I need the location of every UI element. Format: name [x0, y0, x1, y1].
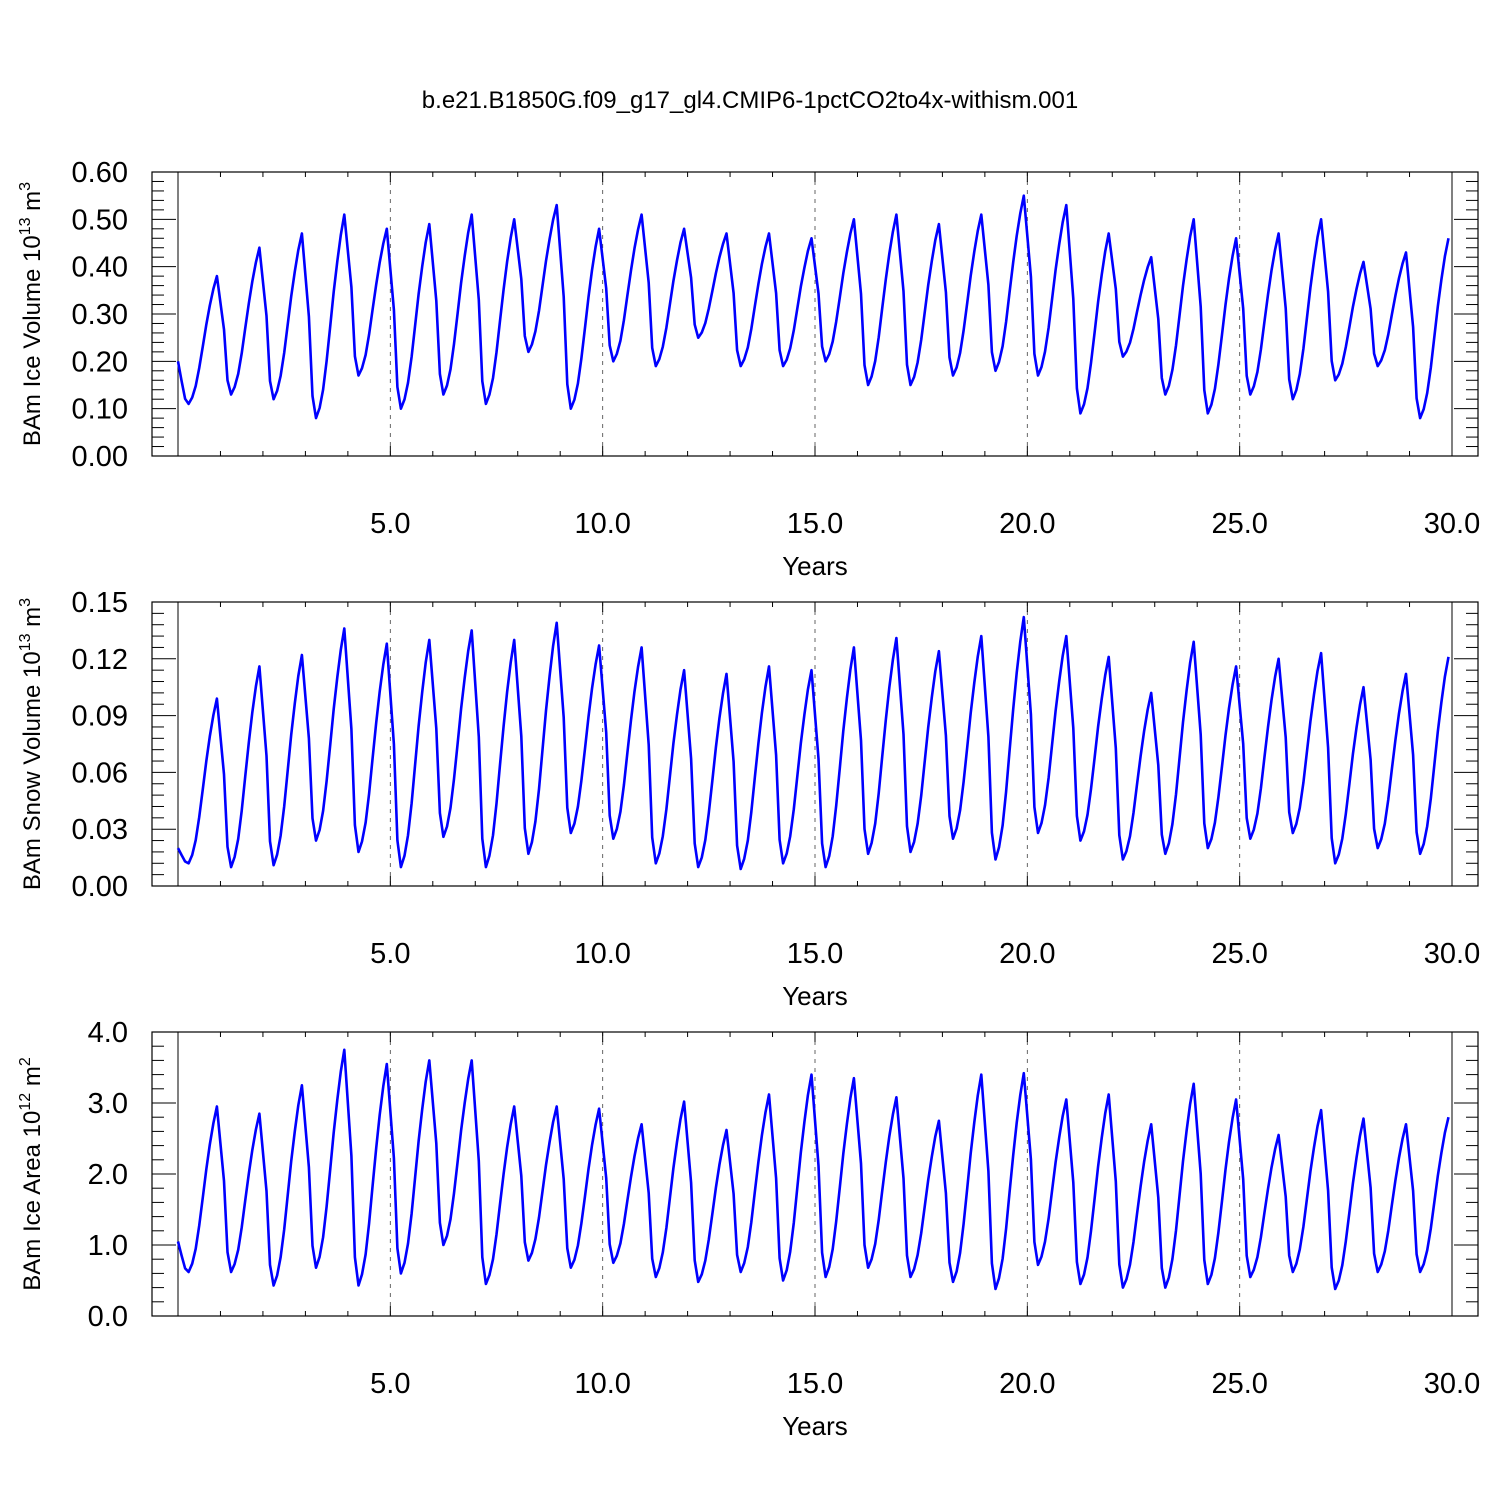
x-tick-label: 5.0 — [370, 938, 410, 970]
y-tick-label: 2.0 — [88, 1159, 128, 1191]
x-tick-label: 5.0 — [370, 508, 410, 540]
x-tick-label: 30.0 — [1424, 1368, 1480, 1400]
y-axis-label: BAm Ice Area 1012 m2 — [17, 1057, 46, 1291]
chart-panel-2: 0.00 0.03 0.06 0.09 0.12 0.15 5.0 10.0 15.0 20.0 2… — [17, 587, 1480, 1011]
y-tick-label: 0.30 — [72, 299, 128, 331]
y-axis-label: BAm Ice Volume 1013 m3 — [17, 182, 46, 446]
y-tick-label: 0.00 — [72, 441, 128, 473]
x-tick-label: 5.0 — [370, 1368, 410, 1400]
x-tick-label: 25.0 — [1211, 508, 1267, 540]
x-tick-label: 30.0 — [1424, 508, 1480, 540]
y-tick-label: 0.03 — [72, 814, 128, 846]
figure-title: b.e21.B1850G.f09_g17_gl4.CMIP6-1pctCO2to… — [422, 87, 1078, 114]
y-tick-label: 0.06 — [72, 757, 128, 789]
x-tick-label: 10.0 — [574, 938, 630, 970]
y-tick-label: 0.40 — [72, 252, 128, 284]
chart-panel-3: 0.0 1.0 2.0 3.0 4.0 5.0 10.0 15.0 20.0 25.0 30.0 Ye… — [17, 1017, 1480, 1441]
y-tick-label: 0.15 — [72, 587, 128, 619]
x-tick-label: 20.0 — [999, 938, 1055, 970]
y-tick-label: 0.50 — [72, 204, 128, 236]
x-axis-label: Years — [782, 1411, 848, 1441]
x-tick-label: 10.0 — [574, 1368, 630, 1400]
x-tick-label: 25.0 — [1211, 938, 1267, 970]
x-tick-label: 25.0 — [1211, 1368, 1267, 1400]
x-tick-label: 10.0 — [574, 508, 630, 540]
y-tick-label: 0.12 — [72, 644, 128, 676]
y-axis-label: BAm Snow Volume 1013 m3 — [17, 598, 46, 890]
y-tick-label: 0.0 — [88, 1301, 128, 1333]
x-axis-label: Years — [782, 981, 848, 1011]
series-line — [176, 194, 1450, 420]
x-axis-label: Years — [782, 551, 848, 581]
x-tick-label: 15.0 — [787, 938, 843, 970]
series-line — [176, 615, 1450, 871]
y-tick-label: 0.00 — [72, 871, 128, 903]
y-tick-label: 0.10 — [72, 394, 128, 426]
chart-panel-1: 0.00 0.10 0.20 0.30 0.40 0.50 0.60 5.0 10.0 15.0 2… — [17, 157, 1480, 581]
series-line — [176, 1048, 1450, 1291]
x-tick-label: 15.0 — [787, 1368, 843, 1400]
x-tick-label: 15.0 — [787, 508, 843, 540]
y-tick-label: 1.0 — [88, 1230, 128, 1262]
y-tick-label: 0.20 — [72, 346, 128, 378]
plot-frame — [151, 171, 1479, 457]
y-tick-label: 3.0 — [88, 1088, 128, 1120]
y-tick-label: 0.60 — [72, 157, 128, 189]
x-tick-label: 20.0 — [999, 1368, 1055, 1400]
y-tick-label: 0.09 — [72, 701, 128, 733]
y-tick-label: 4.0 — [88, 1017, 128, 1049]
x-tick-label: 20.0 — [999, 508, 1055, 540]
x-tick-label: 30.0 — [1424, 938, 1480, 970]
